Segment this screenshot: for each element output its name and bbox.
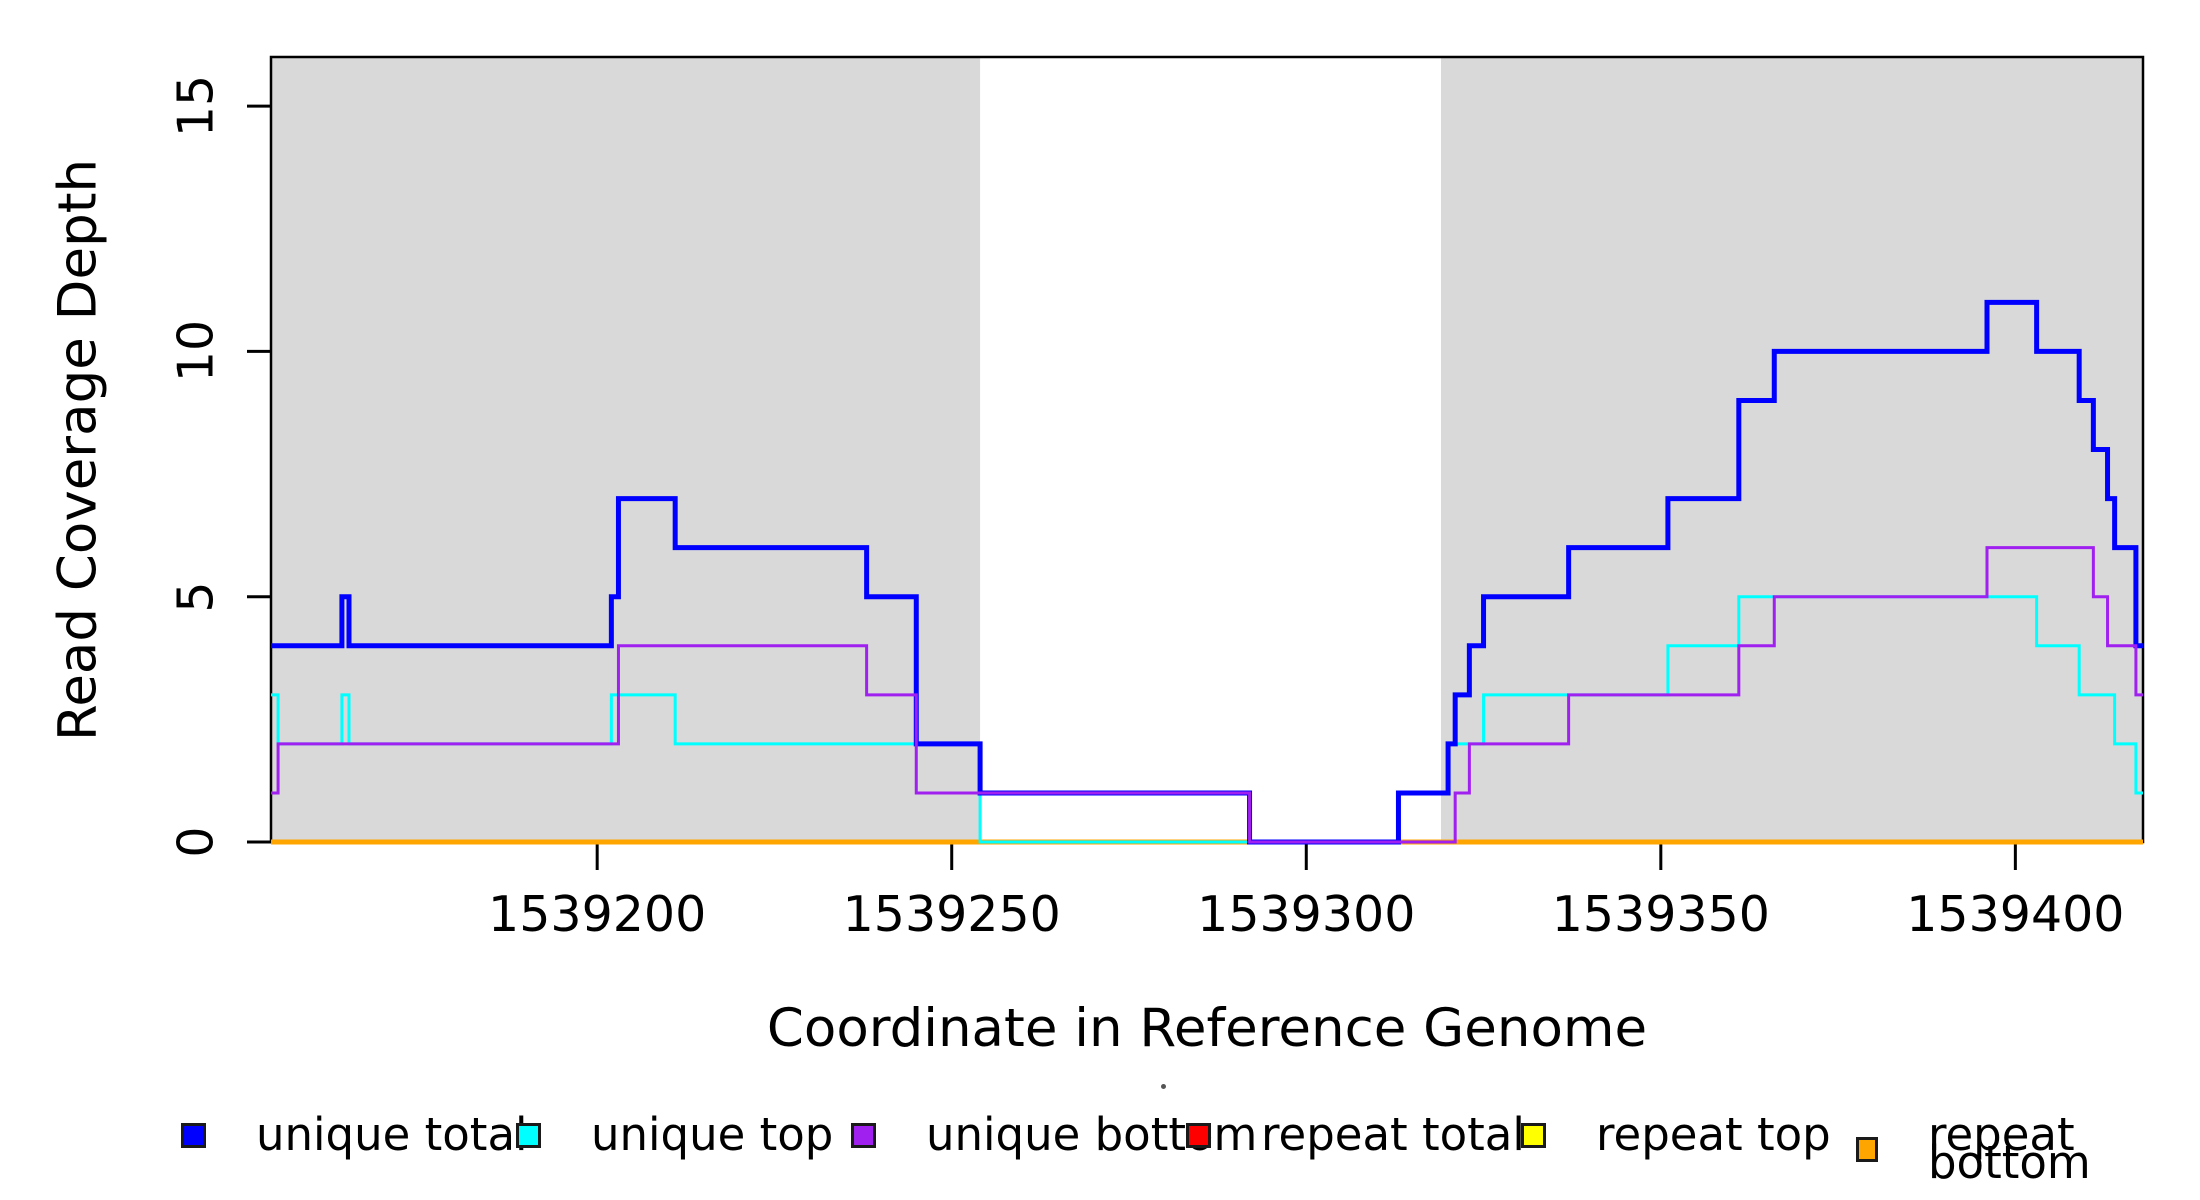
x-axis-title: Coordinate in Reference Genome [766,998,1648,1059]
legend-label-unique-top: unique top [591,1108,834,1161]
y-axis-title: Read Coverage Depth [47,158,109,742]
legend-item-repeat-total: repeat total [1186,1108,1525,1161]
x-tick-label-1539400: 1539400 [1906,886,2125,943]
series-line-unique-bottom [271,546,2143,844]
legend-swatch-unique-top [516,1122,541,1148]
legend-swatch-unique-bottom [851,1122,876,1148]
y-tick-label-10: 10 [167,320,225,383]
shaded-region-1 [1441,57,2143,842]
x-tick-label-1539250: 1539250 [842,886,1061,943]
x-tick-label-1539200: 1539200 [488,886,707,943]
legend-swatch-repeat-total [1186,1122,1211,1148]
legend-swatch-repeat-bottom [1856,1136,1878,1162]
x-tick-label-1539350: 1539350 [1551,886,1770,943]
stray-mark [1161,1084,1166,1089]
y-tick-label-15: 15 [167,74,225,138]
series-line-unique-total [271,299,2143,845]
shaded-region-0 [271,57,981,842]
legend-label-repeat-top: repeat top [1596,1108,1831,1161]
legend-label-repeat-total: repeat total [1261,1108,1525,1161]
legend-label-unique-total: unique total [256,1108,528,1161]
y-tick-label-0: 0 [167,826,225,858]
legend-item-repeat-top: repeat top [1521,1108,1831,1161]
x-tick-label-1539300: 1539300 [1197,886,1416,943]
legend-swatch-repeat-top [1521,1122,1546,1148]
legend-item-repeat-bottom: repeat bottom [1856,1108,2200,1189]
legend-swatch-unique-total [181,1122,206,1148]
y-tick-label-5: 5 [167,581,225,613]
legend-label-repeat-bottom: repeat bottom [1927,1108,2091,1189]
legend-item-unique-total: unique total [181,1108,528,1161]
legend-item-unique-top: unique top [516,1108,834,1161]
